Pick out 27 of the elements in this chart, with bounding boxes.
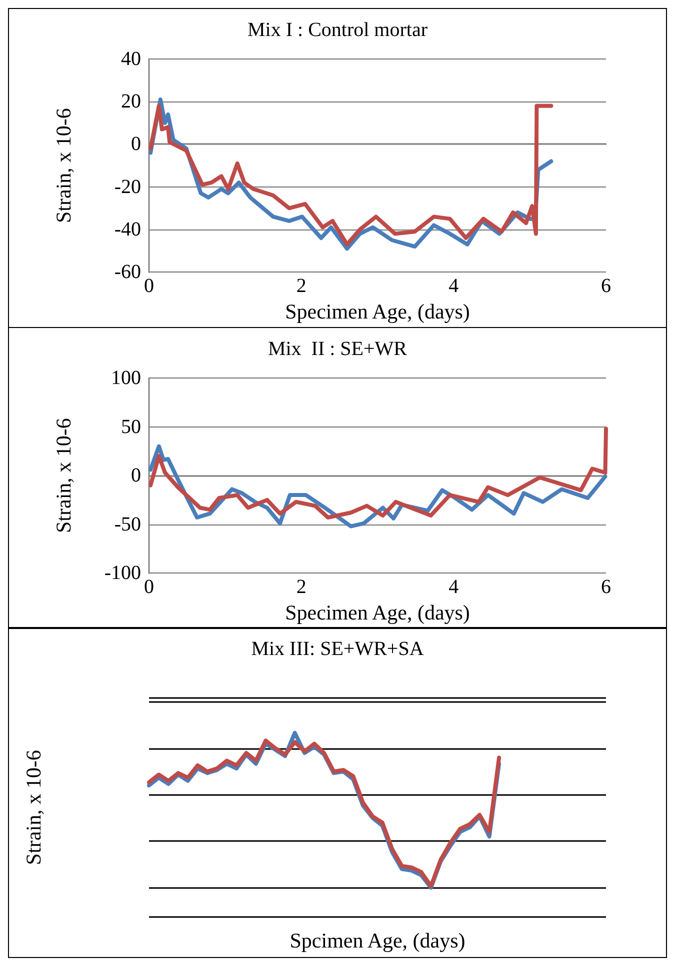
y-tick-label: -20 [114, 176, 141, 198]
x-axis-title: Spcimen Age, (days) [290, 928, 466, 952]
chart-title: Mix I : Control mortar [248, 19, 428, 41]
y-axis-title: Strain, x 10-6 [22, 750, 46, 865]
x-tick-label: 2 [296, 275, 306, 298]
y-tick-label: -60 [114, 261, 141, 284]
x-tick-label: 4 [448, 576, 459, 598]
x-tick-label: 2 [296, 576, 306, 598]
x-tick-label: 4 [448, 275, 459, 298]
line-series [148, 426, 608, 519]
y-tick-label: -40 [114, 218, 141, 240]
y-tick-label: -100 [104, 562, 141, 584]
y-tick-label: 20 [121, 90, 141, 113]
y-axis-title: Strain, x 10-6 [52, 108, 76, 224]
chart-title: Mix III: SE+WR+SA [251, 638, 424, 660]
x-tick-label: 6 [601, 576, 611, 598]
chart-title: Mix II : SE+WR [268, 338, 408, 360]
y-tick-label: 100 [111, 366, 141, 388]
y-tick-label: 0 [131, 464, 141, 486]
y-tick-label: 40 [121, 48, 141, 70]
y-tick-label: -50 [114, 512, 141, 535]
x-axis-title: Specimen Age, (days) [285, 600, 470, 624]
y-tick-label: 0 [131, 133, 141, 156]
x-axis-title: Specimen Age, (days) [285, 300, 470, 324]
x-tick-label: 6 [601, 275, 611, 298]
y-tick-label: 50 [121, 415, 141, 438]
y-axis-title: Strain, x 10-6 [52, 418, 76, 533]
